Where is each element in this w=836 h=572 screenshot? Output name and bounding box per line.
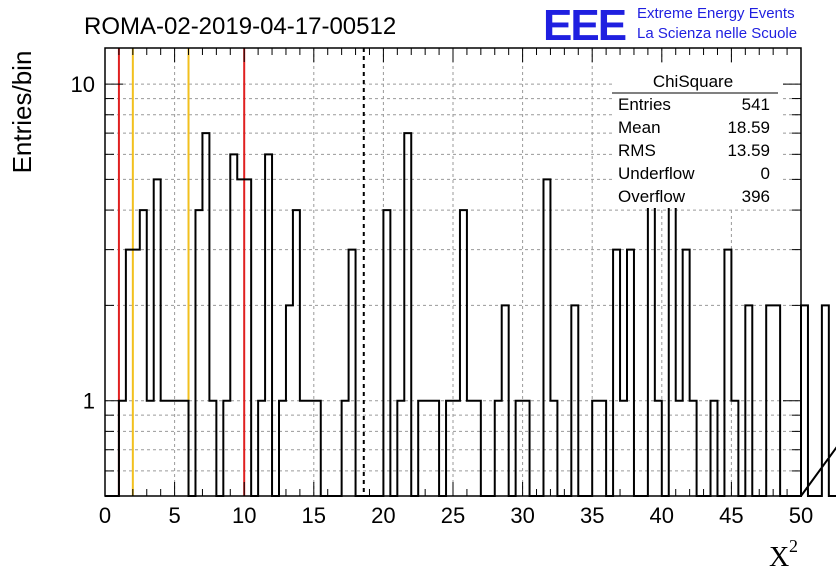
x-tick-label: 10 xyxy=(232,503,256,528)
y-axis-label: Entries/bin xyxy=(7,51,37,174)
histogram-bin xyxy=(195,210,202,496)
histogram-bin xyxy=(383,210,390,496)
x-tick-label: 0 xyxy=(99,503,111,528)
histogram-bin xyxy=(404,133,411,496)
histogram-bin xyxy=(154,179,161,496)
histogram-bars xyxy=(105,132,836,497)
x-tick-label: 5 xyxy=(168,503,180,528)
histogram-bin xyxy=(683,250,690,496)
eee-logo-line1: Extreme Energy Events xyxy=(637,5,795,22)
grid-lines xyxy=(105,48,801,496)
histogram-bin xyxy=(460,210,467,496)
histogram-bin xyxy=(202,133,209,496)
stats-label: Mean xyxy=(618,118,661,137)
stats-value: 13.59 xyxy=(727,141,770,160)
x-tick-label: 20 xyxy=(371,503,395,528)
stats-value: 18.59 xyxy=(727,118,770,137)
stats-label: Overflow xyxy=(618,187,686,206)
histogram-bin xyxy=(724,250,731,496)
x-tick-label: 45 xyxy=(719,503,743,528)
y-tick-label: 1 xyxy=(83,389,95,414)
x-axis-label-superscript: 2 xyxy=(789,536,798,556)
axes: 0 5 10 15 20 25 30 35 40 45 50 1 10 xyxy=(71,47,813,528)
x-tick-label: 30 xyxy=(510,503,534,528)
histogram-bin xyxy=(648,179,655,496)
histogram-bin xyxy=(237,179,244,496)
histogram-bin xyxy=(126,250,133,496)
histogram-bin xyxy=(543,179,550,496)
x-tick-label: 50 xyxy=(789,503,813,528)
histogram-bin xyxy=(133,250,140,496)
eee-logo: EEE Extreme Energy Events La Scienza nel… xyxy=(543,1,797,50)
histogram-outline xyxy=(105,132,836,497)
x-tick-label: 35 xyxy=(580,503,604,528)
stats-label: RMS xyxy=(618,141,656,160)
x-tick-label: 40 xyxy=(650,503,674,528)
stats-value: 0 xyxy=(761,164,770,183)
histogram-bin xyxy=(801,305,808,496)
stats-label: Entries xyxy=(618,95,671,114)
eee-logo-mark: EEE xyxy=(543,1,626,50)
y-tick-label: 10 xyxy=(71,72,95,97)
histogram-bin xyxy=(244,179,251,496)
histogram-bin xyxy=(349,250,356,496)
histogram-bin xyxy=(293,210,300,496)
histogram-bin xyxy=(669,179,676,496)
histogram-bin xyxy=(613,250,620,496)
x-axis-label: X 2 xyxy=(769,536,798,572)
stats-box-bg xyxy=(612,66,780,208)
histogram-bin xyxy=(265,154,272,496)
x-tick-label: 15 xyxy=(302,503,326,528)
eee-logo-line2: La Scienza nelle Scuole xyxy=(637,25,797,42)
histogram-bin xyxy=(627,250,634,496)
x-axis-label-base: X xyxy=(769,542,789,572)
stats-label: Underflow xyxy=(618,164,695,183)
stats-value: 396 xyxy=(742,187,770,206)
x-tick-label: 25 xyxy=(441,503,465,528)
stats-value: 541 xyxy=(742,95,770,114)
chart-title: ROMA-02-2019-04-17-00512 xyxy=(84,13,396,40)
stats-title: ChiSquare xyxy=(653,72,733,91)
stats-box: ChiSquare Entries 541 Mean 18.59 RMS 13.59 Und… xyxy=(612,66,780,208)
histogram-bin xyxy=(140,210,147,496)
histogram-bin xyxy=(230,154,237,496)
